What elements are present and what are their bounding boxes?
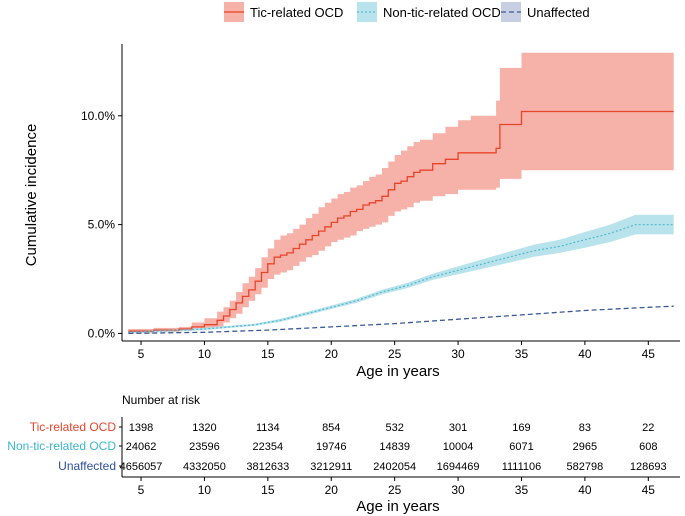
risk-x-tick-label: 15 xyxy=(261,483,275,497)
x-axis-title: Age in years xyxy=(356,363,439,380)
legend: Tic-related OCD Non-tic-related OCD Unaf… xyxy=(224,2,590,22)
x-tick-label: 5 xyxy=(138,347,145,361)
risk-table-title: Number at risk xyxy=(122,393,201,407)
risk-count-tic-related-ocd: 301 xyxy=(449,422,467,434)
x-tick-label: 25 xyxy=(388,347,402,361)
line-tic-related-ocd xyxy=(128,110,674,332)
x-tick-label: 30 xyxy=(451,347,465,361)
y-tick-label: 5.0% xyxy=(88,218,116,232)
band-non-tic-related-ocd xyxy=(128,214,674,334)
risk-count-tic-related-ocd: 22 xyxy=(642,422,654,434)
risk-count-unaffected: 128693 xyxy=(630,461,667,473)
y-tick-label: 10.0% xyxy=(81,109,115,123)
risk-count-tic-related-ocd: 1320 xyxy=(192,422,216,434)
incidence-lines xyxy=(128,110,674,335)
risk-count-non-tic-related-ocd: 2965 xyxy=(573,441,597,453)
risk-count-non-tic-related-ocd: 6071 xyxy=(509,441,533,453)
risk-x-tick-label: 30 xyxy=(451,483,465,497)
risk-x-tick-label: 35 xyxy=(515,483,529,497)
band-tic-related-ocd xyxy=(128,52,674,334)
risk-x-tick-label: 45 xyxy=(642,483,656,497)
risk-count-non-tic-related-ocd: 10004 xyxy=(443,441,474,453)
x-tick-label: 45 xyxy=(642,347,656,361)
risk-count-tic-related-ocd: 1398 xyxy=(129,422,153,434)
legend-label-unaffected: Unaffected xyxy=(527,5,590,20)
risk-count-non-tic-related-ocd: 24062 xyxy=(126,441,157,453)
y-tick-label: 0.0% xyxy=(88,326,116,340)
risk-count-unaffected: 1694469 xyxy=(437,461,480,473)
legend-label-non-tic-related: Non-tic-related OCD xyxy=(383,5,501,20)
risk-count-unaffected: 3812633 xyxy=(246,461,289,473)
legend-label-tic-related: Tic-related OCD xyxy=(250,5,343,20)
risk-table: Tic-related OCD 1398 1320 1134 854 532 301 169 8… xyxy=(7,420,666,473)
legend-item-tic-related: Tic-related OCD xyxy=(224,2,343,22)
risk-x-tick-label: 25 xyxy=(388,483,402,497)
risk-count-non-tic-related-ocd: 23596 xyxy=(189,441,220,453)
risk-count-non-tic-related-ocd: 608 xyxy=(639,441,657,453)
risk-row-label-unaffected: Unaffected xyxy=(58,459,116,473)
risk-count-non-tic-related-ocd: 14839 xyxy=(379,441,410,453)
risk-x-tick-label: 20 xyxy=(325,483,339,497)
x-tick-label: 35 xyxy=(515,347,529,361)
risk-count-tic-related-ocd: 83 xyxy=(579,422,591,434)
risk-x-tick-label: 40 xyxy=(578,483,592,497)
y-axis-ticks: 0.0% 5.0% 10.0% xyxy=(81,109,122,340)
x-axis-ticks: 5 10 15 20 25 30 35 40 45 xyxy=(138,341,656,361)
risk-count-unaffected: 1111106 xyxy=(502,461,542,473)
risk-count-unaffected: 4656057 xyxy=(120,461,163,473)
risk-x-axis-ticks: 5 10 15 20 25 30 35 40 45 xyxy=(138,477,656,497)
x-tick-label: 15 xyxy=(261,347,275,361)
risk-count-unaffected: 4332050 xyxy=(183,461,226,473)
risk-x-axis-title: Age in years xyxy=(356,498,439,515)
line-unaffected xyxy=(128,305,674,335)
risk-count-tic-related-ocd: 169 xyxy=(512,422,530,434)
risk-count-unaffected: 2402054 xyxy=(373,461,416,473)
line-non-tic-related-ocd xyxy=(128,223,674,333)
risk-count-tic-related-ocd: 1134 xyxy=(256,422,280,434)
risk-count-unaffected: 582798 xyxy=(567,461,604,473)
x-tick-label: 40 xyxy=(578,347,592,361)
y-axis-title: Cumulative incidence xyxy=(23,124,40,267)
risk-row-label-non-tic-related-ocd: Non-tic-related OCD xyxy=(7,439,116,453)
risk-count-non-tic-related-ocd: 22354 xyxy=(253,441,284,453)
risk-count-non-tic-related-ocd: 19746 xyxy=(316,441,347,453)
x-tick-label: 20 xyxy=(325,347,339,361)
risk-count-tic-related-ocd: 854 xyxy=(322,422,340,434)
legend-item-non-tic-related: Non-tic-related OCD xyxy=(357,2,501,22)
risk-x-tick-label: 10 xyxy=(198,483,212,497)
x-tick-label: 10 xyxy=(198,347,212,361)
risk-count-tic-related-ocd: 532 xyxy=(385,422,403,434)
legend-item-unaffected: Unaffected xyxy=(501,2,590,22)
risk-count-unaffected: 3212911 xyxy=(310,461,352,473)
risk-x-tick-label: 5 xyxy=(138,483,145,497)
risk-row-label-tic-related-ocd: Tic-related OCD xyxy=(30,420,117,434)
confidence-bands xyxy=(128,52,674,334)
